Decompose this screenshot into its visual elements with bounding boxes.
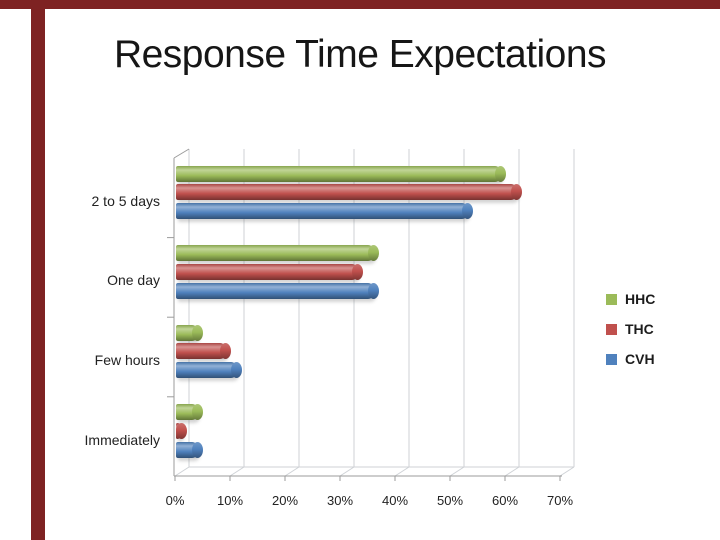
legend-label: CVH: [625, 351, 655, 367]
legend-item-hhc: HHC: [606, 284, 655, 314]
bar-end-cap: [368, 245, 379, 262]
legend-item-thc: THC: [606, 314, 655, 344]
value-tick-label: 30%: [326, 493, 354, 508]
chart-legend: HHC THC CVH: [606, 284, 655, 374]
value-tick-label: 10%: [216, 493, 244, 508]
value-tick-label: 70%: [546, 493, 574, 508]
value-tick-label: 20%: [271, 493, 299, 508]
bar-cvh-1: [176, 202, 473, 219]
bar-end-cap: [192, 404, 203, 421]
bar-end-cap: [351, 263, 363, 280]
bar-end-cap: [511, 184, 522, 201]
bar-thc-3: [176, 343, 231, 360]
slide-left-accent-border: [31, 0, 45, 540]
value-tick-label: 50%: [436, 493, 464, 508]
value-tick-label: 0%: [165, 493, 185, 508]
legend-item-cvh: CVH: [606, 344, 655, 374]
bar-end-cap: [230, 362, 242, 379]
bar-thc-1: [176, 184, 522, 201]
bar-hhc-1: [176, 165, 506, 182]
bar-end-cap: [494, 165, 506, 182]
bar-cvh-3: [176, 362, 242, 379]
category-label: 2 to 5 days: [91, 192, 161, 209]
bar-end-cap: [192, 441, 203, 458]
category-label: Immediately: [84, 431, 160, 448]
slide-title: Response Time Expectations: [113, 33, 607, 76]
slide-top-accent-border: [0, 0, 720, 9]
bar-hhc-3: [176, 324, 203, 341]
legend-swatch-icon: [606, 293, 617, 305]
bar-thc-4: [175, 423, 187, 439]
legend-label: HHC: [625, 291, 656, 307]
bar-hhc-2: [176, 245, 379, 262]
bar-thc-2: [176, 263, 363, 280]
legend-swatch-icon: [606, 323, 617, 335]
bar-end-cap: [368, 282, 379, 299]
value-tick-label: 40%: [381, 493, 409, 508]
bar-end-cap: [192, 324, 203, 341]
bar-end-cap: [461, 202, 473, 219]
category-label: Few hours: [94, 351, 160, 368]
bar-hhc-4: [176, 404, 203, 421]
bar-end-cap: [219, 343, 231, 360]
value-tick-label: 60%: [491, 493, 519, 508]
bar-cvh-2: [176, 282, 379, 299]
bar-cvh-4: [176, 441, 203, 458]
bar-end-cap: [175, 423, 187, 439]
category-label: One day: [107, 272, 160, 289]
legend-swatch-icon: [606, 353, 617, 365]
legend-label: THC: [625, 321, 654, 337]
